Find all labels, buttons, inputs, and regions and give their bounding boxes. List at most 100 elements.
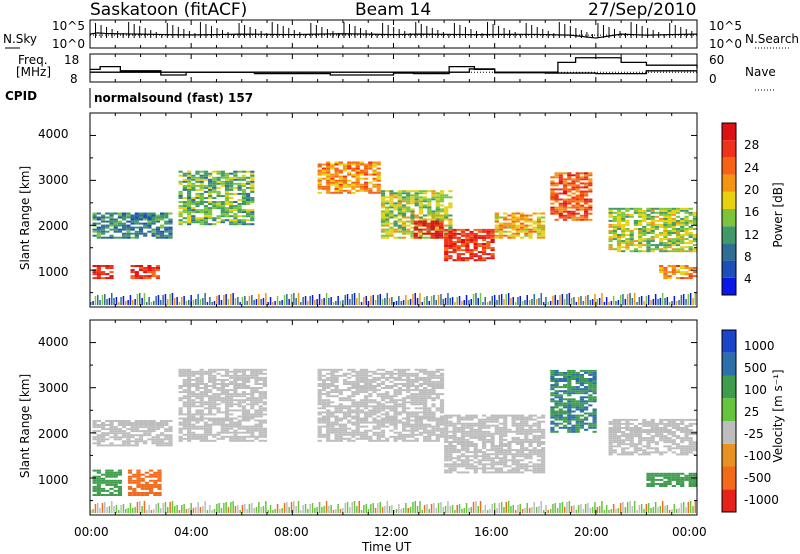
power-cell <box>241 211 247 214</box>
power-cell <box>688 232 693 234</box>
power-cell <box>621 219 626 222</box>
velocity-cell <box>132 473 137 476</box>
power-cell <box>326 165 331 168</box>
velocity-cell <box>444 430 449 433</box>
velocity-cell <box>187 383 192 385</box>
velocity-cell <box>554 410 559 413</box>
power-cell <box>434 234 440 237</box>
velocity-cell <box>456 465 461 468</box>
power-ground-scatter <box>391 297 393 305</box>
power-ground-scatter <box>489 301 491 305</box>
velocity-cell <box>127 494 133 496</box>
power-cell <box>520 222 525 225</box>
velocity-cell <box>372 413 377 416</box>
velocity-cell <box>105 475 110 478</box>
velocity-cell <box>233 437 238 440</box>
velocity-cell <box>385 421 390 424</box>
power-cell <box>494 234 499 237</box>
power-cell <box>199 197 204 199</box>
velocity-cell <box>520 432 525 435</box>
velocity-cell <box>629 429 634 431</box>
power-cell <box>675 219 681 222</box>
velocity-cell <box>385 417 390 420</box>
power-cell <box>359 177 365 180</box>
velocity-cell <box>187 433 192 436</box>
power-cell <box>452 245 457 247</box>
power-cell <box>616 211 622 214</box>
velocity-cell <box>439 368 445 371</box>
velocity-cell <box>536 455 542 458</box>
velocity-cell <box>465 416 470 419</box>
power-cell <box>473 253 478 256</box>
velocity-cell <box>423 427 428 430</box>
velocity-cell <box>126 438 131 441</box>
power-cell <box>113 222 118 225</box>
velocity-cell <box>338 429 343 432</box>
power-cell <box>164 214 169 217</box>
velocity-cell <box>482 453 487 456</box>
power-ground-scatter <box>162 295 164 305</box>
velocity-cell <box>212 439 217 442</box>
velocity-cell <box>414 411 419 414</box>
power-cell <box>567 202 572 205</box>
velocity-cell <box>579 426 585 429</box>
power-cell <box>105 224 110 227</box>
power-cell <box>659 244 664 247</box>
velocity-cell <box>473 457 478 460</box>
power-cell <box>444 243 449 245</box>
velocity-cell <box>105 428 110 431</box>
power-cell <box>401 214 407 217</box>
power-ground-scatter <box>533 294 535 305</box>
velocity-cell <box>212 368 217 371</box>
power-cell <box>444 239 449 241</box>
power-cell <box>550 206 555 209</box>
velocity-cell <box>444 422 449 425</box>
velocity-cell <box>532 424 537 427</box>
velocity-cell <box>250 387 255 389</box>
power-ground-scatter <box>101 295 104 305</box>
power-cell <box>406 194 411 197</box>
power-cell <box>397 206 402 209</box>
power-cell <box>380 196 386 199</box>
power-ground-scatter <box>451 297 454 305</box>
power-cell <box>355 183 360 186</box>
power-cell <box>650 219 655 222</box>
power-cell <box>413 220 418 223</box>
velocity-cell <box>692 431 698 433</box>
velocity-cell <box>584 402 589 405</box>
velocity-cell <box>393 393 398 396</box>
power-cell <box>692 275 698 278</box>
power-cell <box>554 176 559 179</box>
power-cell <box>460 249 466 252</box>
power-cell <box>571 174 576 177</box>
power-cell <box>692 238 698 241</box>
power-cell <box>633 221 639 224</box>
velocity-cell <box>233 393 238 396</box>
velocity-cell <box>646 483 651 485</box>
power-cell <box>511 216 516 219</box>
power-cell <box>579 208 585 211</box>
velocity-cell <box>621 418 626 421</box>
velocity-cell <box>642 429 647 431</box>
velocity-cell <box>427 423 432 426</box>
velocity-cell <box>136 483 141 486</box>
power-cell <box>220 170 225 173</box>
velocity-cell <box>195 372 200 375</box>
power-cell <box>584 194 589 197</box>
power-cell <box>410 198 415 201</box>
nave-series-line <box>90 57 698 73</box>
velocity-cell <box>317 391 322 394</box>
power-cell <box>579 194 585 197</box>
velocity-cell <box>250 435 255 438</box>
power-cell <box>241 178 247 181</box>
velocity-cell <box>550 410 555 413</box>
velocity-cell <box>149 489 154 492</box>
power-ground-scatter <box>568 293 571 305</box>
velocity-cell <box>410 395 415 398</box>
velocity-cell <box>216 433 221 436</box>
power-cell <box>511 232 516 235</box>
velocity-cell <box>182 419 187 422</box>
velocity-cell <box>465 459 470 462</box>
velocity-cell <box>410 431 415 434</box>
power-cell <box>667 232 672 234</box>
